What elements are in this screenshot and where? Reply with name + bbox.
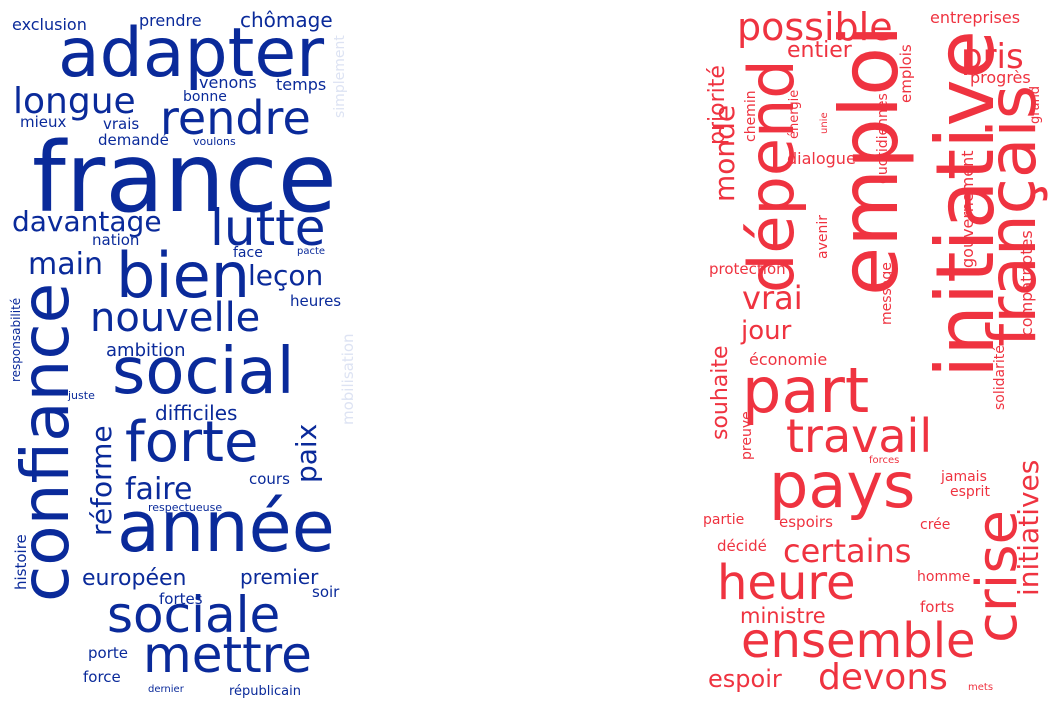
cloud-word: faire (125, 472, 193, 507)
cloud-word: partie (703, 512, 745, 528)
cloud-word: paix (290, 423, 323, 483)
cloud-word: social (112, 335, 295, 409)
cloud-word: économie (749, 350, 828, 369)
cloud-word: sociale (107, 586, 281, 644)
cloud-word: main (28, 247, 103, 282)
cloud-word: respectueuse (148, 501, 223, 514)
cloud-word: espoir (708, 665, 782, 693)
cloud-word: français (974, 84, 1051, 347)
cloud-word: quotidiennes (875, 93, 891, 184)
cloud-word: mieux (20, 113, 67, 131)
cloud-word: fortes (159, 590, 203, 608)
cloud-word: adapter (58, 14, 325, 93)
cloud-word: crée (920, 517, 951, 533)
cloud-word: temps (276, 75, 327, 94)
cloud-word: ambition (106, 340, 186, 361)
cloud-word: venons (199, 73, 257, 92)
cloud-word: progrès (970, 68, 1031, 87)
cloud-word: nation (92, 231, 140, 249)
word-cloud-blue: exclusion prendre chômage adapter simplement… (0, 0, 370, 713)
cloud-word: forts (920, 598, 955, 616)
cloud-word: mets (968, 682, 994, 693)
cloud-word: simplement (332, 35, 348, 118)
cloud-word: vrais (103, 115, 140, 133)
cloud-word: leçon (248, 259, 324, 292)
cloud-word: rendre (160, 91, 311, 145)
cloud-word: davantage (12, 205, 162, 238)
cloud-word: nouvelle (90, 295, 261, 341)
cloud-word: bonne (183, 89, 227, 105)
cloud-word: pacte (297, 246, 326, 257)
cloud-word: espoirs (779, 513, 833, 531)
cloud-word: chômage (240, 8, 333, 32)
cloud-word: solidarité (992, 345, 1008, 410)
cloud-word: preuve (739, 411, 755, 460)
cloud-word: pays (769, 449, 916, 522)
cloud-word: entier (787, 38, 852, 63)
cloud-word: soir (312, 583, 340, 601)
cloud-word: premier (240, 565, 319, 589)
cloud-word: difficiles (155, 401, 238, 425)
cloud-word: réforme (85, 425, 118, 536)
cloud-word: voulons (193, 135, 236, 148)
cloud-word: demandé (98, 131, 169, 149)
cloud-word: année (117, 486, 335, 568)
cloud-word: force (83, 668, 121, 686)
cloud-word: face (233, 245, 263, 261)
cloud-word: protection (709, 260, 786, 278)
cloud-word: exclusion (12, 15, 87, 34)
cloud-word: dernier (148, 684, 184, 695)
cloud-word: pris (961, 37, 1024, 77)
cloud-word: prendre (139, 11, 202, 30)
cloud-word: certains (783, 532, 912, 570)
cloud-word: cours (249, 470, 290, 488)
cloud-word: homme (917, 569, 971, 585)
cloud-word: ministre (740, 604, 826, 628)
cloud-word: france (32, 122, 337, 234)
cloud-word: républicain (229, 684, 301, 699)
cloud-word: gouvernement (958, 150, 977, 268)
cloud-word: travail (786, 409, 933, 463)
cloud-word: ensemble (741, 613, 976, 669)
cloud-word: heure (717, 555, 856, 611)
cloud-word: histoire (12, 534, 30, 590)
cloud-word: porte (88, 644, 128, 662)
cloud-word: jamais (941, 469, 987, 485)
word-cloud-red: priorité possible entreprises chemin entier p… (690, 0, 1060, 713)
cloud-word: jour (741, 316, 792, 346)
cloud-word: esprit (950, 484, 990, 500)
cloud-word: décidé (717, 537, 767, 555)
cloud-word: souhaite (708, 345, 733, 440)
cloud-word: vrai (742, 279, 803, 317)
cloud-word: part (742, 354, 870, 427)
cloud-word: juste (68, 389, 95, 402)
cloud-word: longue (13, 81, 136, 122)
cloud-word: européen (82, 566, 187, 591)
cloud-word: possible (737, 5, 893, 49)
cloud-word: mettre (143, 626, 312, 684)
cloud-word: message (879, 262, 895, 325)
cloud-word: dépend (735, 59, 808, 293)
cloud-word: bien (116, 239, 251, 312)
cloud-word: dialogue (787, 149, 856, 168)
cloud-word: lutte (210, 199, 326, 257)
cloud-word: entreprises (930, 8, 1021, 27)
cloud-word: devons (818, 657, 948, 698)
cloud-word: avenir (815, 215, 831, 259)
cloud-word: heures (290, 292, 342, 310)
cloud-word: forte (125, 410, 259, 475)
cloud-word: crise (965, 510, 1030, 643)
cloud-word: forces (869, 455, 900, 466)
cloud-word: mobilisation (339, 333, 357, 425)
cloud-word: compatriotes (1017, 230, 1036, 336)
